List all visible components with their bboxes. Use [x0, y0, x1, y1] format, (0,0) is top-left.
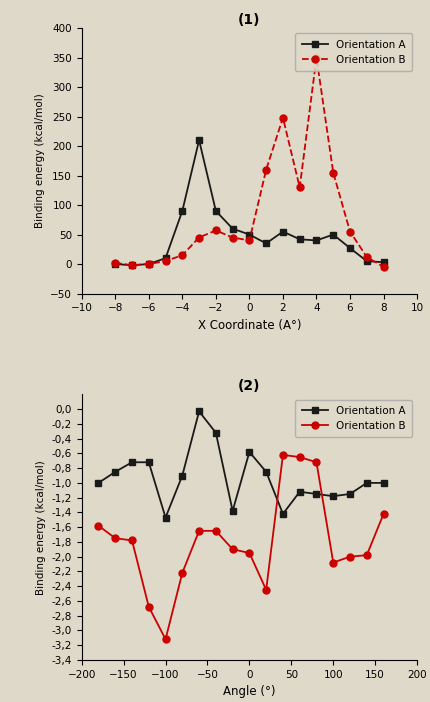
Orientation A: [180, 207, 185, 216]
Orientation B: [314, 458, 319, 466]
Orientation A: [163, 513, 168, 522]
Orientation B: [247, 549, 252, 557]
Orientation B: [280, 114, 286, 122]
Orientation B: [180, 569, 185, 577]
Orientation B: [381, 510, 386, 518]
Orientation A: [113, 260, 118, 268]
Orientation A: [297, 488, 302, 496]
Title: (1): (1): [238, 13, 261, 27]
Orientation B: [247, 237, 252, 245]
Orientation B: [347, 552, 353, 561]
Orientation B: [280, 451, 286, 459]
Orientation B: [264, 166, 269, 174]
Line: Orientation B: Orientation B: [95, 451, 387, 643]
Orientation A: [264, 468, 269, 476]
Orientation A: [247, 230, 252, 239]
Orientation B: [347, 227, 353, 236]
Orientation A: [297, 235, 302, 244]
Y-axis label: Binding energy (kcal/mol): Binding energy (kcal/mol): [34, 93, 45, 228]
Orientation B: [197, 526, 202, 535]
Orientation A: [364, 257, 369, 265]
Orientation B: [163, 257, 168, 265]
Orientation B: [331, 168, 336, 177]
Orientation B: [96, 522, 101, 530]
Orientation A: [364, 479, 369, 487]
Title: (2): (2): [238, 379, 261, 393]
Orientation B: [180, 251, 185, 260]
Orientation B: [113, 534, 118, 543]
Orientation B: [381, 263, 386, 271]
Line: Orientation A: Orientation A: [95, 409, 387, 521]
Orientation A: [197, 136, 202, 145]
Orientation A: [113, 468, 118, 476]
Orientation B: [113, 258, 118, 267]
Orientation A: [180, 471, 185, 479]
Orientation A: [280, 510, 286, 518]
Orientation A: [314, 237, 319, 245]
Legend: Orientation A, Orientation B: Orientation A, Orientation B: [295, 33, 412, 71]
Orientation A: [213, 207, 218, 216]
Orientation A: [230, 507, 235, 515]
Orientation B: [230, 545, 235, 553]
Orientation A: [347, 244, 353, 252]
Orientation A: [230, 225, 235, 233]
Orientation B: [264, 585, 269, 594]
Y-axis label: Binding energy (kcal/mol): Binding energy (kcal/mol): [36, 460, 46, 595]
Legend: Orientation A, Orientation B: Orientation A, Orientation B: [295, 399, 412, 437]
Orientation A: [129, 458, 135, 466]
Orientation A: [331, 492, 336, 501]
Orientation B: [129, 536, 135, 545]
Orientation A: [347, 490, 353, 498]
Orientation B: [364, 551, 369, 559]
Orientation A: [146, 260, 151, 268]
Orientation B: [163, 635, 168, 644]
Orientation A: [146, 458, 151, 466]
Orientation B: [331, 558, 336, 567]
Orientation B: [297, 183, 302, 192]
Orientation B: [146, 602, 151, 611]
Orientation A: [314, 490, 319, 498]
Orientation B: [364, 253, 369, 261]
Orientation A: [381, 479, 386, 487]
Orientation A: [381, 258, 386, 267]
X-axis label: Angle (°): Angle (°): [223, 685, 276, 698]
Orientation B: [197, 233, 202, 241]
Orientation A: [197, 407, 202, 416]
Orientation B: [230, 233, 235, 241]
Orientation B: [129, 261, 135, 270]
Orientation B: [213, 526, 218, 535]
Orientation B: [314, 53, 319, 62]
Orientation B: [146, 260, 151, 268]
Orientation A: [331, 230, 336, 239]
Orientation A: [280, 227, 286, 236]
Orientation A: [247, 448, 252, 456]
Orientation A: [163, 254, 168, 263]
Orientation A: [264, 239, 269, 248]
Orientation B: [213, 226, 218, 234]
Orientation A: [96, 479, 101, 487]
Orientation B: [297, 453, 302, 461]
X-axis label: X Coordinate (A°): X Coordinate (A°): [198, 319, 301, 332]
Line: Orientation A: Orientation A: [112, 137, 387, 268]
Line: Orientation B: Orientation B: [112, 54, 387, 270]
Orientation A: [129, 261, 135, 270]
Orientation A: [213, 428, 218, 437]
